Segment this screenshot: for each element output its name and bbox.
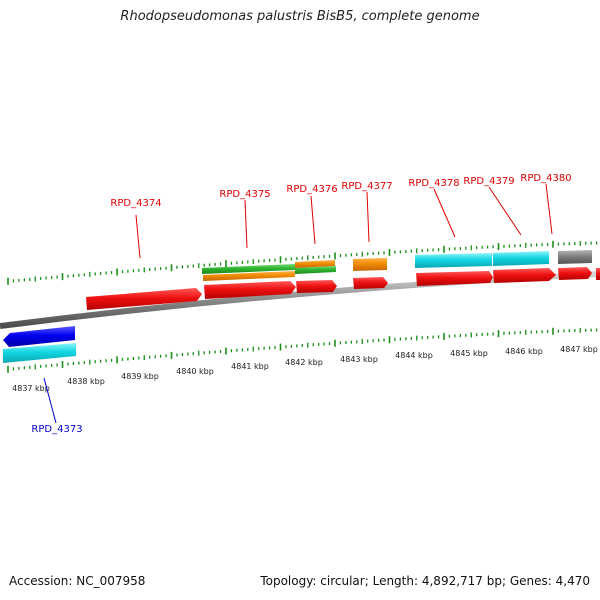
leader-line-rpd-4379 — [488, 186, 522, 236]
feature-arrow-rpd-4376-orange[interactable] — [295, 260, 335, 268]
feature-arrow-rpd-4380-gray[interactable] — [558, 250, 592, 264]
length-separator: ; — [501, 574, 510, 588]
leader-line-rpd-4378 — [433, 188, 456, 238]
scale-label-4837: 4837 kbp — [12, 384, 50, 393]
topology-separator: ; — [364, 574, 373, 588]
feature-arrow-right-edge[interactable] — [596, 268, 600, 280]
gene-label-rpd-4377[interactable]: RPD_4377 — [341, 181, 392, 192]
feature-arrow-rpd-4377-orange[interactable] — [353, 258, 387, 271]
length-value: 4,892,717 bp — [421, 574, 502, 588]
forward-tick-marks — [7, 240, 598, 285]
feature-arrow-rpd-4379-cyan[interactable] — [493, 251, 549, 266]
feature-arrow-rpd-4378-cyan[interactable] — [415, 253, 492, 268]
leader-line-rpd-4377 — [366, 191, 370, 243]
scale-label-4839: 4839 kbp — [121, 372, 159, 381]
scale-label-4841: 4841 kbp — [231, 362, 269, 371]
accession-value: NC_007958 — [76, 574, 146, 588]
topology-label: Topology: — [260, 574, 317, 588]
scale-label-4840: 4840 kbp — [176, 367, 214, 376]
feature-arrow-rpd-4376-red[interactable] — [296, 280, 337, 293]
genome-summary: Topology: circular; Length: 4,892,717 bp… — [260, 574, 590, 588]
gene-label-rpd-4376[interactable]: RPD_4376 — [286, 184, 337, 195]
scale-label-4847: 4847 kbp — [560, 345, 598, 354]
feature-arrow-rpd-4377-red[interactable] — [353, 277, 388, 289]
gene-label-rpd-4374[interactable]: RPD_4374 — [110, 198, 161, 209]
genes-value: 4,470 — [555, 574, 590, 588]
feature-arrow-rpd-4380-red[interactable] — [558, 267, 592, 280]
gene-label-rpd-4373[interactable]: RPD_4373 — [31, 424, 82, 435]
scale-label-4843: 4843 kbp — [340, 355, 378, 364]
genome-title: Rhodopseudomonas palustris BisB5, comple… — [120, 9, 480, 24]
feature-arrow-rpd-4373-cyan[interactable] — [3, 343, 76, 363]
reverse-tick-marks — [7, 327, 598, 373]
gene-label-rpd-4378[interactable]: RPD_4378 — [408, 178, 459, 189]
feature-arrow-rpd-4376-green[interactable] — [295, 266, 336, 274]
leader-line-rpd-4380 — [545, 183, 553, 235]
leader-line-rpd-4373 — [43, 377, 57, 424]
gene-label-rpd-4379[interactable]: RPD_4379 — [463, 176, 514, 187]
leader-line-rpd-4376 — [310, 195, 316, 245]
leader-line-rpd-4374 — [135, 214, 141, 259]
feature-arrow-rpd-4374[interactable] — [86, 288, 202, 310]
leader-line-rpd-4375 — [244, 199, 248, 249]
feature-arrow-rpd-4378-red[interactable] — [416, 271, 493, 286]
length-label: Length: — [372, 574, 419, 588]
scale-label-4846: 4846 kbp — [505, 347, 543, 356]
scale-label-4845: 4845 kbp — [450, 349, 488, 358]
scale-label-4842: 4842 kbp — [285, 358, 323, 367]
scale-label-4838: 4838 kbp — [67, 377, 105, 386]
accession-label: Accession: — [9, 574, 73, 588]
accession-info: Accession: NC_007958 — [9, 574, 145, 588]
feature-arrow-rpd-4375-red[interactable] — [204, 281, 296, 299]
feature-arrow-rpd-4373-blue[interactable] — [3, 326, 75, 347]
gene-label-rpd-4380[interactable]: RPD_4380 — [520, 173, 571, 184]
scale-label-4844: 4844 kbp — [395, 351, 433, 360]
feature-arrow-rpd-4379-red[interactable] — [493, 268, 556, 283]
feature-arrow-rpd-4375-green[interactable] — [202, 264, 295, 274]
gene-label-rpd-4375[interactable]: RPD_4375 — [219, 189, 270, 200]
feature-arrow-rpd-4375-orange[interactable] — [203, 271, 295, 281]
topology-value: circular — [320, 574, 365, 588]
genes-label: Genes: — [509, 574, 552, 588]
